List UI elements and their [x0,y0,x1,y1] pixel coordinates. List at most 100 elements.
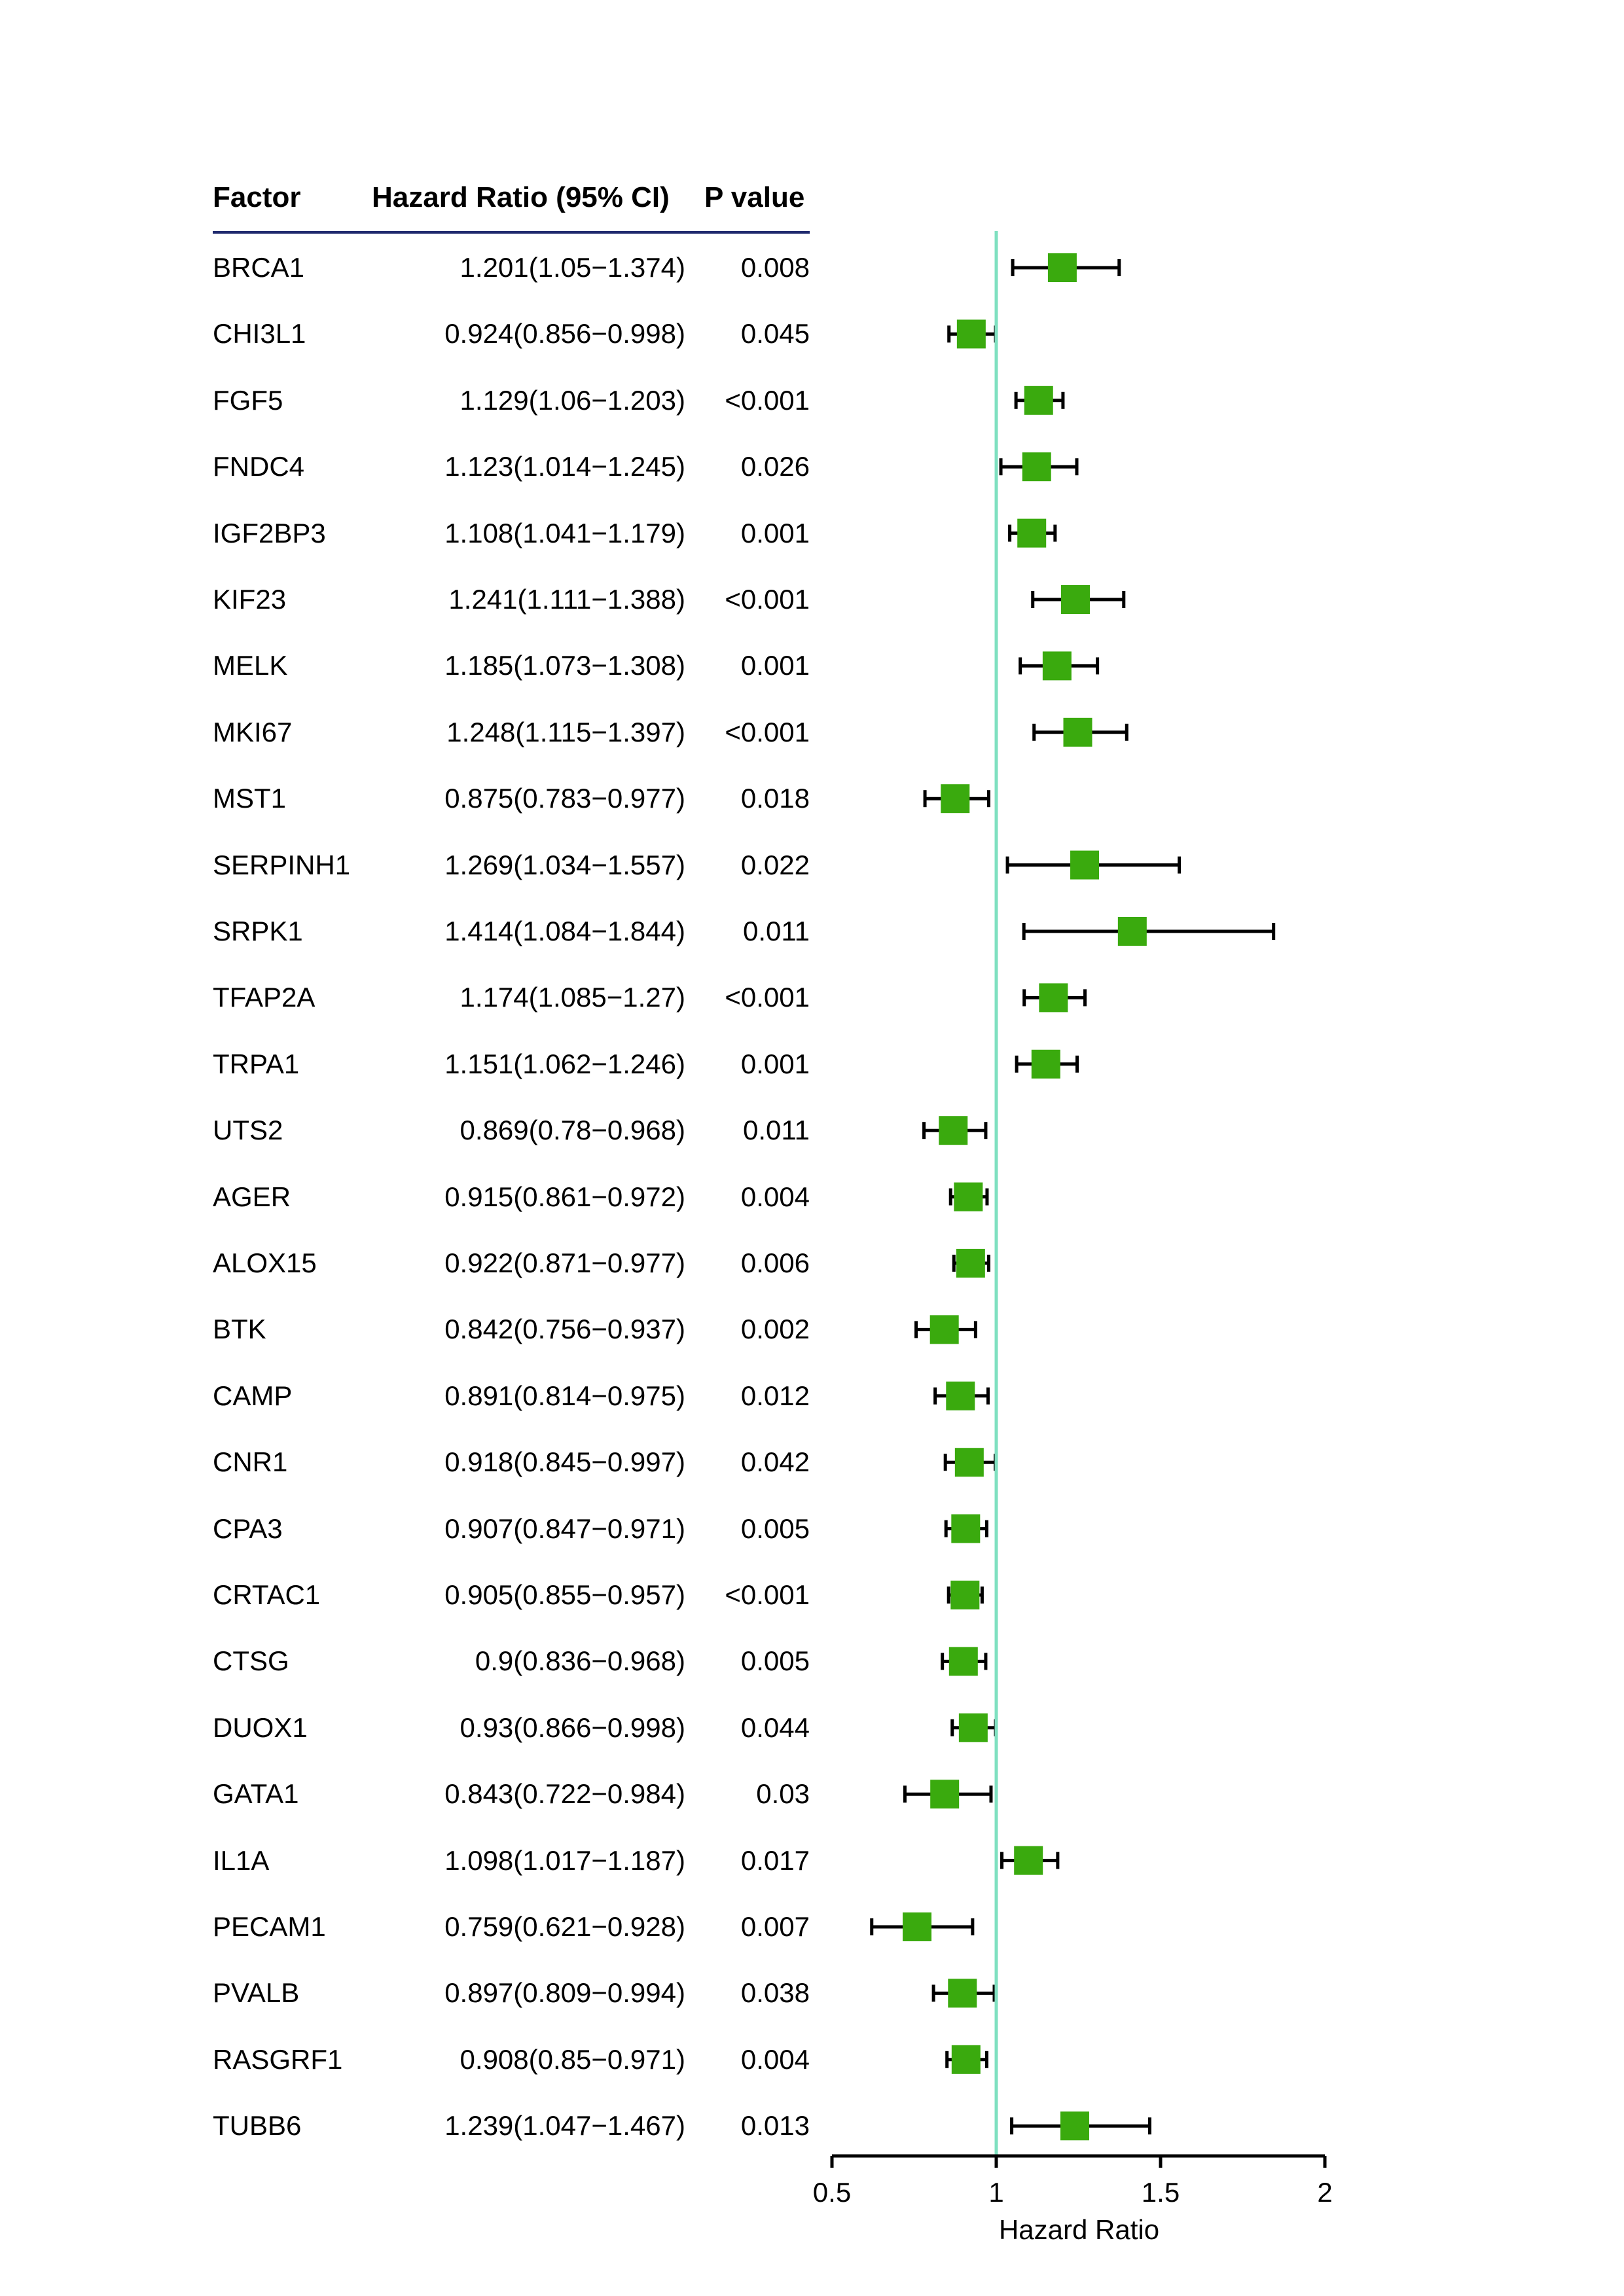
hazard-ratio-cell: 0.759(0.621−0.928) [444,1911,685,1942]
factor-cell: TRPA1 [213,1048,300,1079]
factor-cell: CTSG [213,1645,289,1677]
p-value-cell: 0.022 [740,849,810,880]
factor-cell: MKI67 [213,716,293,747]
p-value-cell: <0.001 [725,982,810,1013]
hr-marker [958,1713,988,1742]
hazard-ratio-cell: 1.108(1.041−1.179) [444,517,685,548]
hr-marker [1022,452,1051,482]
table-row: TRPA1 1.151(1.062−1.246) 0.001 [0,1041,1624,1087]
hazard-ratio-cell: 1.414(1.084−1.844) [444,916,685,946]
p-value-cell: 0.004 [740,2043,810,2075]
hr-marker [1024,386,1053,415]
hazard-ratio-cell: 1.129(1.06−1.203) [460,384,685,416]
factor-cell: CPA3 [213,1513,283,1544]
p-value-cell: 0.044 [740,1712,810,1743]
hazard-ratio-cell: 1.248(1.115−1.397) [446,716,685,747]
p-value-cell: <0.001 [725,716,810,747]
hr-marker [903,1912,932,1941]
hazard-ratio-cell: 1.174(1.085−1.27) [460,982,685,1013]
factor-cell: FNDC4 [213,451,305,482]
p-value-cell: <0.001 [725,1579,810,1610]
factor-cell: IL1A [213,1844,270,1876]
table-row: CNR1 0.918(0.845−0.997) 0.042 [0,1439,1624,1485]
x-tick-label: 0.5 [813,2177,851,2208]
table-row: ALOX15 0.922(0.871−0.977) 0.006 [0,1240,1624,1286]
factor-cell: CRTAC1 [213,1579,321,1610]
hr-marker [956,1249,985,1278]
hazard-ratio-cell: 0.908(0.85−0.971) [460,2043,685,2075]
x-axis-label: Hazard Ratio [999,2214,1159,2245]
header-factor: Factor [213,181,301,213]
table-row: MELK 1.185(1.073−1.308) 0.001 [0,643,1624,689]
factor-cell: AGER [213,1181,291,1212]
hr-marker [951,2045,981,2074]
factor-cell: UTS2 [213,1115,283,1146]
table-row: FGF5 1.129(1.06−1.203) <0.001 [0,378,1624,423]
hazard-ratio-cell: 0.915(0.861−0.972) [444,1181,685,1212]
hr-marker [1063,717,1092,747]
header-rule [213,231,810,234]
hr-marker [1039,983,1068,1013]
factor-cell: IGF2BP3 [213,517,326,548]
hr-marker [1014,1846,1043,1875]
hr-marker [1017,518,1047,548]
hr-marker [1060,585,1090,614]
p-value-cell: 0.042 [740,1446,810,1478]
hr-marker [946,1381,975,1410]
factor-cell: BRCA1 [213,252,305,283]
hazard-ratio-cell: 0.924(0.856−0.998) [444,318,685,350]
table-row: MKI67 1.248(1.115−1.397) <0.001 [0,709,1624,755]
factor-cell: MST1 [213,783,287,814]
table-row: DUOX1 0.93(0.866−0.998) 0.044 [0,1705,1624,1751]
header-p-value: P value [704,181,805,213]
table-row: RASGRF1 0.908(0.85−0.971) 0.004 [0,2037,1624,2083]
p-value-cell: 0.012 [740,1380,810,1411]
p-value-cell: 0.011 [743,916,810,946]
hazard-ratio-cell: 0.842(0.756−0.937) [444,1314,685,1345]
factor-cell: SERPINH1 [213,849,351,880]
factor-cell: TFAP2A [213,982,316,1013]
p-value-cell: 0.004 [740,1181,810,1212]
hazard-ratio-cell: 1.123(1.014−1.245) [444,451,685,482]
factor-cell: CNR1 [213,1446,288,1478]
p-value-cell: 0.026 [740,451,810,482]
x-tick-label: 2 [1317,2177,1332,2208]
hr-marker [1047,253,1077,282]
p-value-cell: 0.03 [756,1778,810,1810]
factor-cell: TUBB6 [213,2110,302,2142]
hazard-ratio-cell: 0.897(0.809−0.994) [444,1977,685,2009]
hr-marker [1042,651,1072,681]
p-value-cell: 0.007 [740,1911,810,1942]
hr-marker [1117,917,1147,946]
p-value-cell: <0.001 [725,584,810,615]
hazard-ratio-cell: 0.875(0.783−0.977) [444,783,685,814]
hazard-ratio-cell: 0.905(0.855−0.957) [444,1579,685,1610]
table-row: BRCA1 1.201(1.05−1.374) 0.008 [0,245,1624,291]
factor-cell: PVALB [213,1977,300,2009]
p-value-cell: 0.001 [740,650,810,681]
p-value-cell: 0.018 [740,783,810,814]
p-value-cell: <0.001 [725,384,810,416]
hazard-ratio-cell: 1.201(1.05−1.374) [460,252,685,283]
hr-marker [951,1514,981,1543]
factor-cell: CAMP [213,1380,293,1411]
p-value-cell: 0.017 [740,1844,810,1876]
table-row: PVALB 0.897(0.809−0.994) 0.038 [0,1970,1624,2016]
factor-cell: PECAM1 [213,1911,326,1942]
hr-marker [954,1182,983,1211]
table-row: MST1 0.875(0.783−0.977) 0.018 [0,776,1624,821]
hr-marker [941,784,970,814]
hazard-ratio-cell: 0.93(0.866−0.998) [460,1712,685,1743]
hazard-ratio-cell: 1.185(1.073−1.308) [444,650,685,681]
table-row: BTK 0.842(0.756−0.937) 0.002 [0,1306,1624,1352]
factor-cell: SRPK1 [213,916,303,946]
p-value-cell: 0.006 [740,1247,810,1278]
table-row: IGF2BP3 1.108(1.041−1.179) 0.001 [0,511,1624,556]
hazard-ratio-cell: 1.098(1.017−1.187) [444,1844,685,1876]
table-row: CAMP 0.891(0.814−0.975) 0.012 [0,1373,1624,1419]
hazard-ratio-cell: 0.9(0.836−0.968) [475,1645,685,1677]
hr-marker [939,1116,968,1145]
factor-cell: BTK [213,1314,266,1345]
p-value-cell: 0.038 [740,1977,810,2009]
hr-marker [929,1315,959,1344]
